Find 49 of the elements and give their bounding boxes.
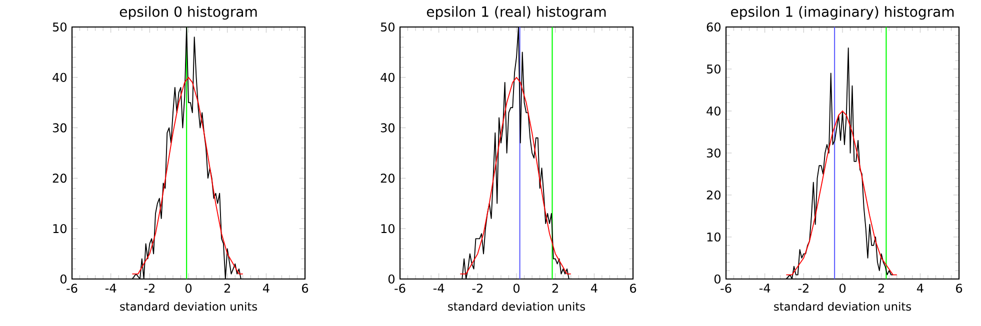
y-tick-label: 0 [388, 274, 394, 284]
y-tick-label: 0 [714, 274, 720, 284]
line-series [786, 110, 898, 276]
x-tick-label: -2 [798, 284, 808, 293]
y-tick-label: 20 [52, 174, 66, 183]
x-tick-label: -4 [105, 284, 116, 292]
x-tick-label: 0 [185, 284, 192, 293]
x-tick-label: -6 [394, 284, 406, 293]
chart-title: epsilon 1 (imaginary) histogram [731, 6, 954, 20]
y-tick-label: 60 [706, 22, 720, 32]
chart-title: epsilon 1 (real) histogram [426, 6, 606, 20]
x-tick-label: 0 [513, 284, 520, 293]
x-tick-label: 6 [302, 284, 308, 293]
y-tick-label: 20 [380, 174, 394, 183]
x-axis-title: standard deviation units [774, 302, 911, 311]
x-tick-label: 4 [590, 284, 598, 292]
y-tick-label: 20 [706, 190, 720, 200]
x-axis-title: standard deviation units [120, 302, 257, 311]
x-tick-label: -2 [144, 284, 154, 293]
x-tick-label: 0 [839, 284, 846, 293]
line-series [460, 76, 572, 274]
y-tick-label: 40 [380, 72, 394, 82]
y-tick-label: 30 [52, 123, 66, 132]
x-tick-label: 4 [916, 284, 924, 292]
x-tick-label: 2 [224, 284, 230, 293]
x-tick-label: -6 [66, 284, 78, 293]
x-tick-label: -2 [472, 284, 482, 293]
x-tick-label: 4 [262, 284, 270, 292]
line-series [132, 76, 244, 274]
x-tick-label: 6 [630, 284, 636, 293]
x-axis-title: standard deviation units [448, 302, 585, 311]
x-tick-label: -4 [759, 284, 770, 292]
x-tick-label: 2 [878, 284, 884, 293]
x-tick-label: 6 [956, 284, 962, 293]
y-tick-label: 0 [60, 274, 66, 284]
y-tick-label: 30 [706, 148, 720, 158]
chart-title: epsilon 0 histogram [120, 6, 257, 20]
x-tick-label: 2 [552, 284, 558, 293]
y-tick-label: 50 [52, 22, 66, 32]
y-tick-label: 10 [53, 224, 66, 234]
y-tick-label: 10 [707, 232, 720, 242]
x-tick-label: -6 [720, 284, 732, 293]
y-tick-label: 40 [706, 106, 720, 116]
x-tick-label: -4 [433, 284, 444, 292]
y-tick-label: 50 [380, 22, 394, 32]
y-tick-label: 50 [706, 64, 720, 74]
y-tick-label: 10 [381, 224, 394, 234]
y-tick-label: 30 [380, 123, 394, 132]
y-tick-label: 40 [52, 72, 66, 82]
